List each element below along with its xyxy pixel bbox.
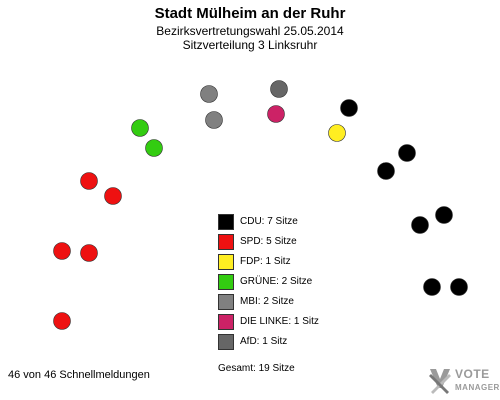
legend-item-mbi: MBI: 2 Sitze (218, 294, 378, 314)
legend-label-mbi: MBI: 2 Sitze (240, 296, 294, 307)
seat-die-linke (267, 105, 285, 123)
legend-swatch-spd (218, 234, 234, 250)
legend-swatch-cdu (218, 214, 234, 230)
legend-label-gruene: GRÜNE: 2 Sitze (240, 276, 313, 287)
legend-label-spd: SPD: 5 Sitze (240, 236, 297, 247)
legend-label-cdu: CDU: 7 Sitze (240, 216, 298, 227)
chart-title: Stadt Mülheim an der Ruhr (154, 5, 346, 22)
legend-swatch-afd (218, 334, 234, 350)
legend-label-linke: DIE LINKE: 1 Sitz (240, 316, 319, 327)
legend-item-linke: DIE LINKE: 1 Sitz (218, 314, 378, 334)
seat-mbi (205, 111, 223, 129)
seat-mbi (200, 85, 218, 103)
legend-item-afd: AfD: 1 Sitz (218, 334, 378, 354)
seat-cdu (423, 278, 441, 296)
legend-swatch-fdp (218, 254, 234, 270)
legend-item-cdu: CDU: 7 Sitze (218, 214, 378, 234)
seat-cdu (398, 144, 416, 162)
legend-label-afd: AfD: 1 Sitz (240, 336, 288, 347)
chart-subtitle-seat-distribution: Sitzverteilung 3 Linksruhr (182, 38, 318, 52)
seat-cdu (435, 206, 453, 224)
seat-fdp (328, 124, 346, 142)
seat-spd (80, 244, 98, 262)
vote-manager-logo-icon (429, 369, 451, 394)
seat-cdu (377, 162, 395, 180)
seat-cdu (411, 216, 429, 234)
total-seats-label: Gesamt: 19 Sitze (218, 363, 295, 374)
legend-item-gruene: GRÜNE: 2 Sitze (218, 274, 378, 294)
logo-text-vote: VOTE (455, 367, 490, 381)
legend-item-fdp: FDP: 1 Sitz (218, 254, 378, 274)
logo-text-manager: MANAGER (455, 383, 500, 392)
legend-label-fdp: FDP: 1 Sitz (240, 256, 291, 267)
chart-subtitle: Bezirksvertretungswahl 25.05.2014 (156, 24, 344, 38)
legend: CDU: 7 Sitze SPD: 5 Sitze FDP: 1 Sitz GR… (218, 214, 378, 354)
legend-item-spd: SPD: 5 Sitze (218, 234, 378, 254)
seat-gruene (131, 119, 149, 137)
seat-cdu (340, 99, 358, 117)
seat-gruene (145, 139, 163, 157)
seat-afd (270, 80, 288, 98)
seat-spd (53, 242, 71, 260)
seat-spd (53, 312, 71, 330)
reports-count: 46 von 46 Schnellmeldungen (8, 369, 150, 381)
legend-swatch-mbi (218, 294, 234, 310)
legend-swatch-linke (218, 314, 234, 330)
seat-cdu (450, 278, 468, 296)
legend-swatch-gruene (218, 274, 234, 290)
vote-manager-logo: VOTE MANAGER (427, 366, 499, 398)
seat-spd (104, 187, 122, 205)
seat-spd (80, 172, 98, 190)
